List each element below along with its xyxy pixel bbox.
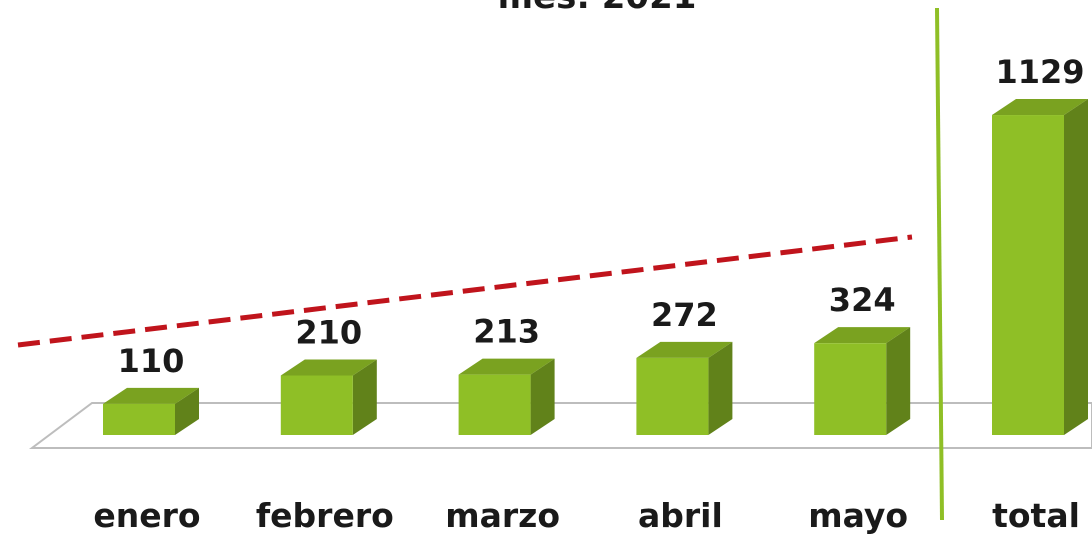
bar-front (814, 343, 887, 435)
bar-top (280, 359, 377, 376)
chart-title: mes: 2021 (498, 0, 697, 17)
bar-side (175, 387, 199, 435)
bar (814, 327, 911, 435)
x-tick-label: abril (638, 496, 723, 535)
bar-side (886, 327, 911, 435)
bar-side (530, 358, 555, 435)
bar-top (103, 387, 199, 404)
bar-front (280, 375, 353, 435)
bar-side (352, 359, 377, 435)
bar-side (1064, 99, 1088, 436)
trend-line (17, 234, 913, 348)
x-tick-label: febrero (256, 496, 394, 535)
bar-front (636, 357, 709, 435)
data-label: 324 (829, 281, 896, 319)
bar (280, 359, 377, 435)
bar-side (708, 341, 733, 435)
bar-front (103, 403, 175, 435)
x-tick-label: total (992, 496, 1080, 535)
floor (29, 402, 1092, 449)
bar-top (636, 341, 733, 358)
bar-front (458, 374, 531, 435)
bar (103, 387, 199, 435)
bar (992, 99, 1088, 436)
bar-front (992, 115, 1064, 436)
bar (458, 358, 555, 435)
bars (103, 99, 1088, 436)
data-label: 210 (295, 313, 362, 351)
x-tick-label: marzo (445, 496, 560, 535)
bar-top (458, 358, 555, 375)
data-label: 1129 (995, 53, 1084, 91)
bar-top (814, 327, 911, 344)
x-tick-label: enero (93, 496, 200, 535)
divider (935, 7, 944, 521)
bar-top (992, 99, 1088, 116)
data-label: 272 (651, 296, 718, 334)
x-tick-label: mayo (808, 496, 908, 535)
bar (636, 341, 733, 435)
data-label: 213 (473, 313, 540, 351)
data-label: 110 (118, 342, 185, 380)
